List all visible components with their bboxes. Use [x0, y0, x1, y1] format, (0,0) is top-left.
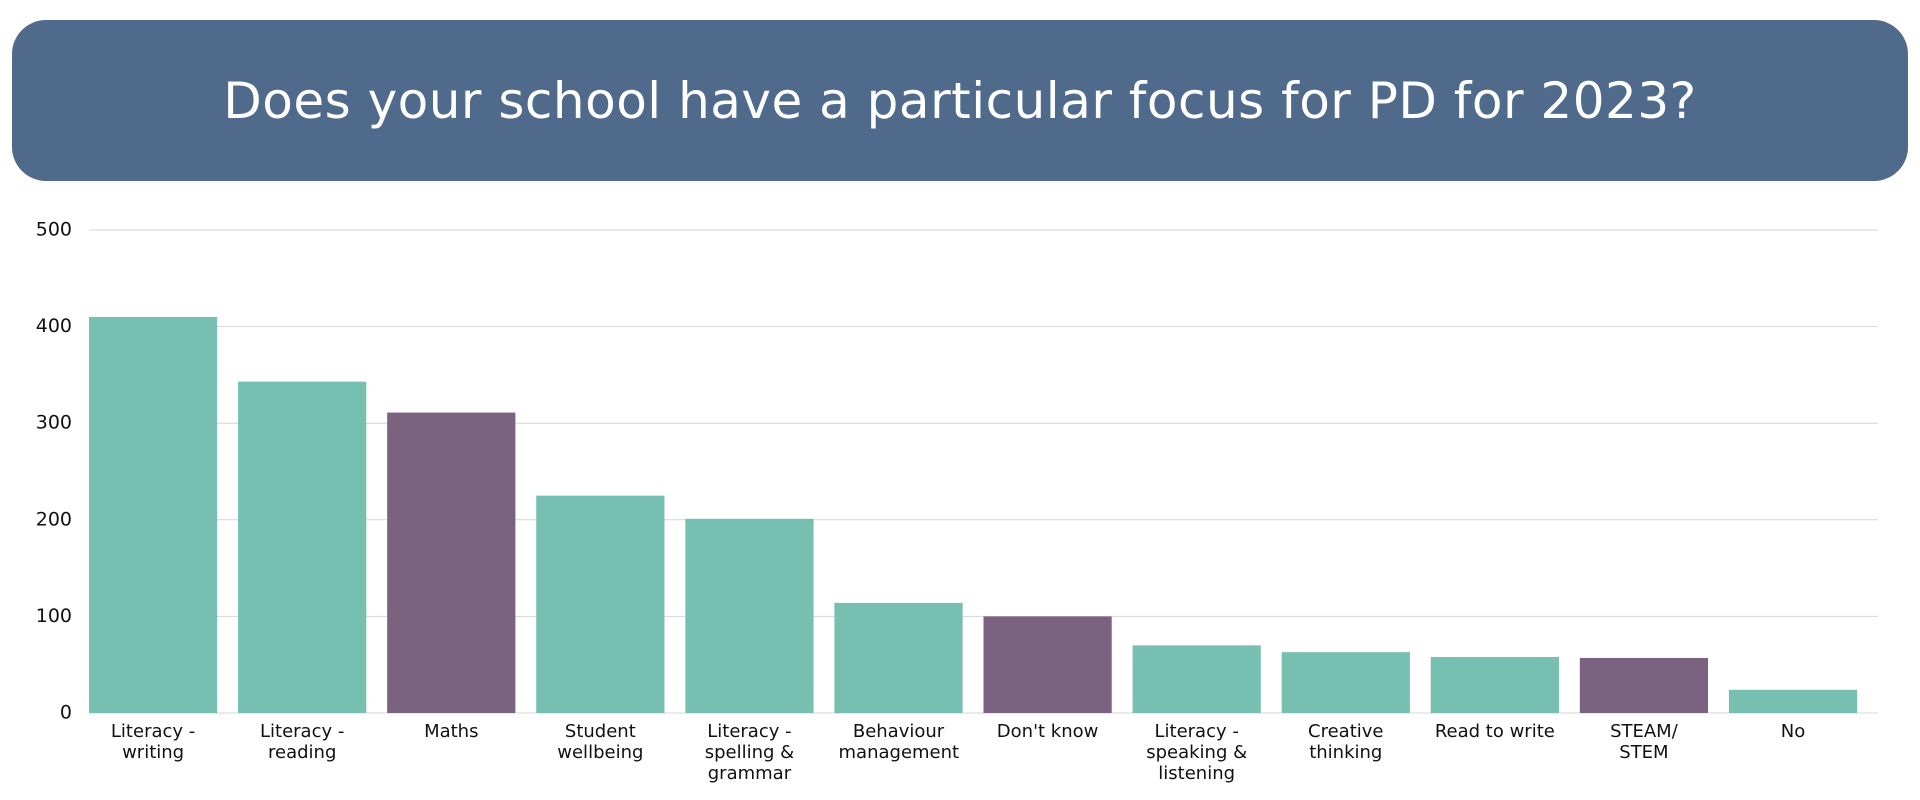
x-tick-label: Read to write: [1434, 721, 1555, 742]
x-tick-label: Don't know: [996, 721, 1099, 742]
bar: [89, 316, 218, 713]
bar: [1281, 652, 1410, 713]
chart-title: Does your school have a particular focus…: [223, 71, 1697, 130]
x-tick-label: Literacy - writing: [110, 721, 196, 763]
x-tick-label: Behaviour management: [838, 721, 960, 763]
x-tick-label: Literacy - spelling & grammar: [704, 721, 795, 784]
x-tick-label: Student wellbeing: [557, 721, 644, 763]
x-tick-label: No: [1780, 721, 1806, 742]
y-tick-label: 200: [36, 508, 72, 530]
x-tick-label: Literacy - reading: [260, 721, 345, 763]
bar: [1579, 657, 1709, 713]
x-tick-label: STEAM/ STEM: [1610, 721, 1678, 763]
bar: [536, 495, 665, 713]
y-tick-label: 500: [36, 219, 72, 241]
y-tick-label: 0: [60, 702, 72, 724]
bar: [1132, 645, 1261, 713]
header: Does your school have a particular focus…: [12, 20, 1908, 181]
y-tick-label: 400: [36, 315, 72, 337]
bar: [983, 616, 1112, 713]
bar: [834, 602, 963, 713]
x-tick-label: Creative thinking: [1308, 721, 1384, 763]
bar: [387, 412, 516, 713]
y-tick-label: 100: [36, 605, 72, 627]
x-tick-label: Literacy - speaking & listening: [1146, 721, 1248, 784]
bar: [238, 381, 367, 713]
x-tick-label: Maths: [424, 721, 479, 742]
bar: [1728, 689, 1858, 713]
bar: [685, 518, 814, 713]
y-tick-label: 300: [36, 412, 72, 434]
bar: [1430, 656, 1559, 713]
